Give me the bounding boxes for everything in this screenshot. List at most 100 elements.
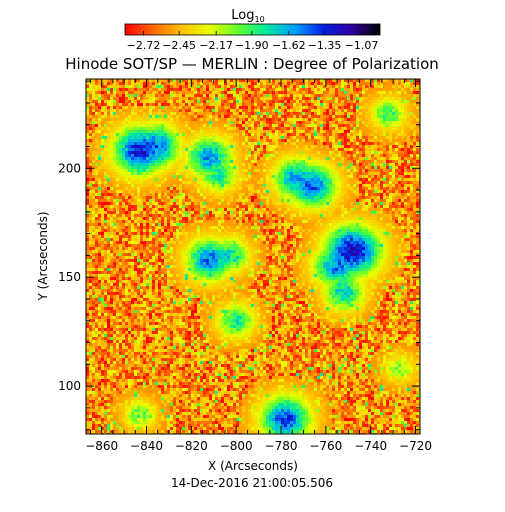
- heatmap-cell: [275, 154, 279, 158]
- heatmap-cell: [185, 118, 189, 122]
- heatmap-cell: [371, 115, 375, 119]
- heatmap-cell: [374, 106, 378, 110]
- heatmap-cell: [278, 124, 282, 128]
- heatmap-cell: [101, 82, 105, 86]
- heatmap-cell: [308, 181, 312, 185]
- heatmap-cell: [245, 130, 249, 134]
- heatmap-cell: [158, 181, 162, 185]
- heatmap-cell: [230, 79, 234, 83]
- heatmap-cell: [341, 91, 345, 95]
- heatmap-cell: [320, 103, 324, 107]
- heatmap-cell: [101, 121, 105, 125]
- heatmap-cell: [287, 172, 291, 176]
- heatmap-cell: [260, 175, 264, 179]
- heatmap-cell: [119, 106, 123, 110]
- heatmap-cell: [98, 190, 102, 194]
- heatmap-cell: [404, 115, 408, 119]
- heatmap-cell: [269, 181, 273, 185]
- heatmap-cell: [389, 175, 393, 179]
- heatmap-cell: [287, 151, 291, 155]
- heatmap-cell: [224, 157, 228, 161]
- heatmap-cell: [176, 94, 180, 98]
- heatmap-cell: [281, 97, 285, 101]
- heatmap-cell: [188, 166, 192, 170]
- heatmap-cell: [284, 160, 288, 164]
- heatmap-cell: [125, 133, 129, 137]
- heatmap-cell: [407, 103, 411, 107]
- heatmap-cell: [269, 136, 273, 140]
- heatmap-cell: [92, 115, 96, 119]
- heatmap-cell: [377, 121, 381, 125]
- heatmap-cell: [224, 142, 228, 146]
- heatmap-cell: [182, 121, 186, 125]
- heatmap-cell: [416, 142, 420, 146]
- heatmap-cell: [176, 136, 180, 140]
- heatmap-cell: [227, 202, 231, 206]
- heatmap-cell: [137, 205, 141, 209]
- heatmap-cell: [251, 133, 255, 137]
- heatmap-cell: [95, 208, 99, 212]
- heatmap-cell: [311, 82, 315, 86]
- heatmap-cell: [227, 211, 231, 215]
- heatmap-cell: [236, 160, 240, 164]
- heatmap-cell: [278, 139, 282, 143]
- heatmap-cell: [248, 193, 252, 197]
- heatmap-cell: [197, 97, 201, 101]
- heatmap-cell: [305, 166, 309, 170]
- heatmap-cell: [263, 94, 267, 98]
- heatmap-cell: [146, 88, 150, 92]
- heatmap-cell: [143, 121, 147, 125]
- heatmap-cell: [230, 160, 234, 164]
- heatmap-cell: [272, 100, 276, 104]
- heatmap-cell: [92, 79, 96, 83]
- heatmap-cell: [320, 139, 324, 143]
- heatmap-cell: [113, 142, 117, 146]
- heatmap-cell: [215, 103, 219, 107]
- heatmap-cell: [212, 211, 216, 215]
- heatmap-cell: [221, 211, 225, 215]
- heatmap-cell: [332, 196, 336, 200]
- heatmap-cell: [326, 154, 330, 158]
- heatmap-cell: [137, 127, 141, 131]
- heatmap-cell: [272, 160, 276, 164]
- heatmap-cell: [257, 121, 261, 125]
- heatmap-cell: [266, 187, 270, 191]
- heatmap-cell: [98, 97, 102, 101]
- heatmap-cell: [179, 94, 183, 98]
- heatmap-cell: [386, 190, 390, 194]
- heatmap-cell: [242, 187, 246, 191]
- heatmap-cell: [407, 178, 411, 182]
- heatmap-cell: [392, 184, 396, 188]
- heatmap-cell: [221, 88, 225, 92]
- heatmap-cell: [86, 175, 90, 179]
- heatmap-cell: [218, 205, 222, 209]
- heatmap-cell: [101, 124, 105, 128]
- heatmap-cell: [89, 85, 93, 89]
- heatmap-cell: [281, 190, 285, 194]
- heatmap-cell: [296, 115, 300, 119]
- heatmap-cell: [323, 109, 327, 113]
- heatmap-cell: [302, 100, 306, 104]
- heatmap-cell: [272, 163, 276, 167]
- heatmap-cell: [233, 157, 237, 161]
- heatmap-cell: [266, 79, 270, 83]
- heatmap-cell: [287, 181, 291, 185]
- heatmap-cell: [161, 79, 165, 83]
- heatmap-cell: [221, 187, 225, 191]
- heatmap-cell: [101, 115, 105, 119]
- heatmap-cell: [317, 97, 321, 101]
- heatmap-cell: [308, 178, 312, 182]
- heatmap-cell: [263, 118, 267, 122]
- heatmap-cell: [281, 196, 285, 200]
- heatmap-cell: [386, 133, 390, 137]
- heatmap-cell: [143, 181, 147, 185]
- heatmap-cell: [362, 133, 366, 137]
- heatmap-cell: [344, 118, 348, 122]
- heatmap-cell: [341, 88, 345, 92]
- heatmap-cell: [353, 208, 357, 212]
- heatmap-cell: [374, 82, 378, 86]
- heatmap-cell: [248, 196, 252, 200]
- heatmap-cell: [143, 136, 147, 140]
- heatmap-cell: [167, 190, 171, 194]
- heatmap-cell: [326, 88, 330, 92]
